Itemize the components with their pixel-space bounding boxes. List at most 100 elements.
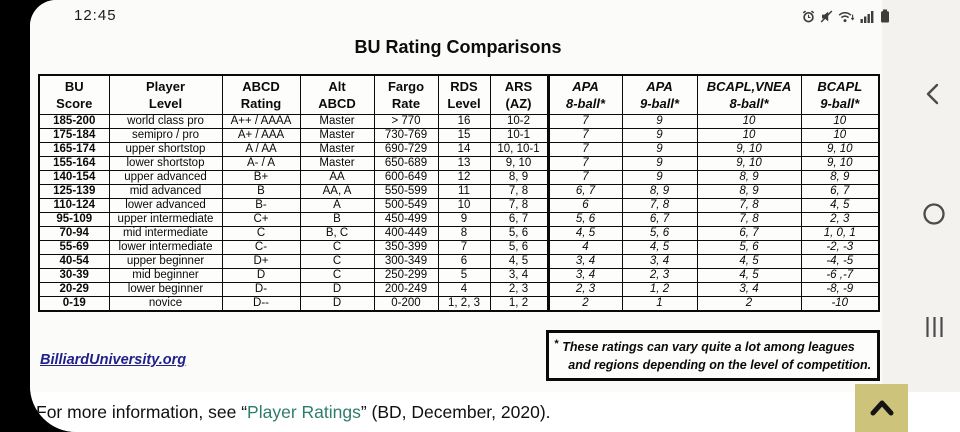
- table-cell: 8, 9: [800, 169, 880, 185]
- table-cell: B, C: [299, 225, 375, 241]
- column-header: BCAPL,VNEA 8-ball*: [696, 74, 802, 115]
- table-cell: 4: [437, 281, 491, 297]
- footnote-box: * These ratings can vary quite a lot amo…: [546, 330, 880, 381]
- table-cell: 8, 9: [696, 183, 802, 199]
- table-cell: 14: [437, 141, 491, 157]
- rating-table: BU Score Player Level ABCD Rating Alt ABCD Fargo…: [38, 74, 880, 312]
- document-page: 12:45: [30, 0, 889, 392]
- footnote-line2: and regions depending on the level of co…: [568, 358, 872, 373]
- scroll-to-top-button[interactable]: [855, 384, 908, 432]
- table-cell: 1, 0, 1: [800, 225, 880, 241]
- back-chevron-icon: [926, 83, 939, 105]
- table-cell: 4, 5: [696, 253, 802, 269]
- table-cell: 6: [437, 253, 491, 269]
- table-cell: 10: [437, 197, 491, 213]
- wifi-icon: [838, 11, 855, 22]
- player-ratings-link[interactable]: Player Ratings: [247, 401, 361, 422]
- nav-back-button[interactable]: [925, 82, 940, 109]
- billiard-university-link[interactable]: BilliardUniversity.org: [40, 352, 187, 368]
- nav-home-button[interactable]: [922, 202, 946, 229]
- table-cell: 7: [437, 239, 491, 255]
- table-cell: semipro / pro: [108, 127, 223, 143]
- table-row: 20-29 lower beginner D- D 200-249 4 2, 3 2, 3 1,…: [38, 281, 880, 297]
- table-cell: novice: [108, 295, 223, 311]
- column-header: Fargo Rate: [373, 74, 439, 115]
- table-cell: D-: [221, 281, 301, 297]
- table-cell: 6, 7: [696, 225, 802, 241]
- table-row: 0-19 novice D-- D 0-200 1, 2, 3 1, 2 2 1 2 -10: [38, 295, 880, 311]
- table-cell: 9, 10: [696, 155, 802, 171]
- table-cell: 6: [546, 197, 623, 213]
- column-header: APA 9-ball*: [621, 74, 698, 115]
- table-cell: 2, 3: [621, 267, 698, 283]
- table-cell: D: [299, 295, 375, 311]
- table-cell: 7, 8: [489, 197, 549, 213]
- page-title: BU Rating Comparisons: [354, 37, 562, 57]
- caption-text-before: For more information, see “: [36, 401, 248, 422]
- table-cell: D+: [221, 253, 301, 269]
- mute-icon: [820, 9, 833, 23]
- table-cell: D--: [221, 295, 301, 311]
- table-cell: 550-599: [373, 183, 439, 199]
- table-cell: 95-109: [38, 211, 110, 227]
- table-cell: -2, -3: [800, 239, 880, 255]
- table-cell: upper intermediate: [108, 211, 223, 227]
- table-cell: 7: [546, 141, 623, 157]
- table-cell: 10-2: [489, 113, 549, 129]
- table-cell: 4, 5: [621, 239, 698, 255]
- table-cell: 6, 7: [621, 211, 698, 227]
- table-cell: C-: [221, 239, 301, 255]
- table-cell: 20-29: [38, 281, 110, 297]
- table-cell: 5, 6: [621, 225, 698, 241]
- recents-icon: [926, 317, 943, 337]
- table-cell: 13: [437, 155, 491, 171]
- table-row: 40-54 upper beginner D+ C 300-349 6 4, 5 3, 4 3,…: [38, 253, 880, 269]
- table-cell: C: [299, 253, 375, 269]
- table-cell: mid intermediate: [108, 225, 223, 241]
- table-cell: 650-689: [373, 155, 439, 171]
- table-cell: 250-299: [373, 267, 439, 283]
- table-cell: 3, 4: [621, 253, 698, 269]
- table-cell: A++ / AAAA: [221, 113, 301, 129]
- table-cell: 11: [437, 183, 491, 199]
- table-cell: 7: [546, 127, 623, 143]
- table-cell: 3, 4: [696, 281, 802, 297]
- nav-recents-button[interactable]: [925, 316, 944, 341]
- table-cell: 9: [621, 155, 698, 171]
- table-cell: lower advanced: [108, 197, 223, 213]
- column-header: BCAPL 9-ball*: [800, 74, 880, 115]
- table-cell: D: [299, 281, 375, 297]
- table-cell: 6, 7: [800, 183, 880, 199]
- table-cell: B: [221, 183, 301, 199]
- table-cell: 9, 10: [489, 155, 549, 171]
- scroll-up-icon: [870, 400, 893, 416]
- table-cell: upper shortstop: [108, 141, 223, 157]
- table-cell: 2, 3: [546, 281, 623, 297]
- table-cell: B: [299, 211, 375, 227]
- table-cell: 3, 4: [489, 267, 549, 283]
- table-cell: 10: [800, 127, 880, 143]
- table-cell: 3, 4: [546, 253, 623, 269]
- table-cell: 10-1: [489, 127, 549, 143]
- table-cell: lower beginner: [108, 281, 223, 297]
- table-cell: Master: [299, 127, 375, 143]
- table-cell: 15: [437, 127, 491, 143]
- table-cell: upper advanced: [108, 169, 223, 185]
- column-header: RDS Level: [437, 74, 491, 115]
- table-cell: 5, 6: [546, 211, 623, 227]
- column-header: Alt ABCD: [299, 74, 375, 115]
- table-cell: C: [299, 239, 375, 255]
- battery-icon: [881, 9, 889, 23]
- table-cell: Master: [299, 141, 375, 157]
- table-cell: -8, -9: [800, 281, 880, 297]
- table-cell: 7, 8: [696, 197, 802, 213]
- phone-screen: 12:45: [30, 0, 960, 432]
- table-cell: upper beginner: [108, 253, 223, 269]
- signal-icon: [860, 10, 874, 23]
- column-header: APA 8-ball*: [546, 74, 623, 115]
- table-cell: 3, 4: [546, 267, 623, 283]
- table-cell: -4, -5: [800, 253, 880, 269]
- table-cell: Master: [299, 113, 375, 129]
- table-cell: 110-124: [38, 197, 110, 213]
